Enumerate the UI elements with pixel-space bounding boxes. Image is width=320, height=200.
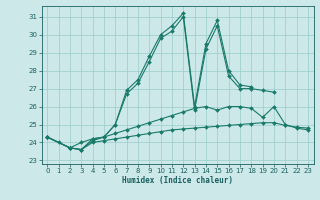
X-axis label: Humidex (Indice chaleur): Humidex (Indice chaleur) — [122, 176, 233, 185]
